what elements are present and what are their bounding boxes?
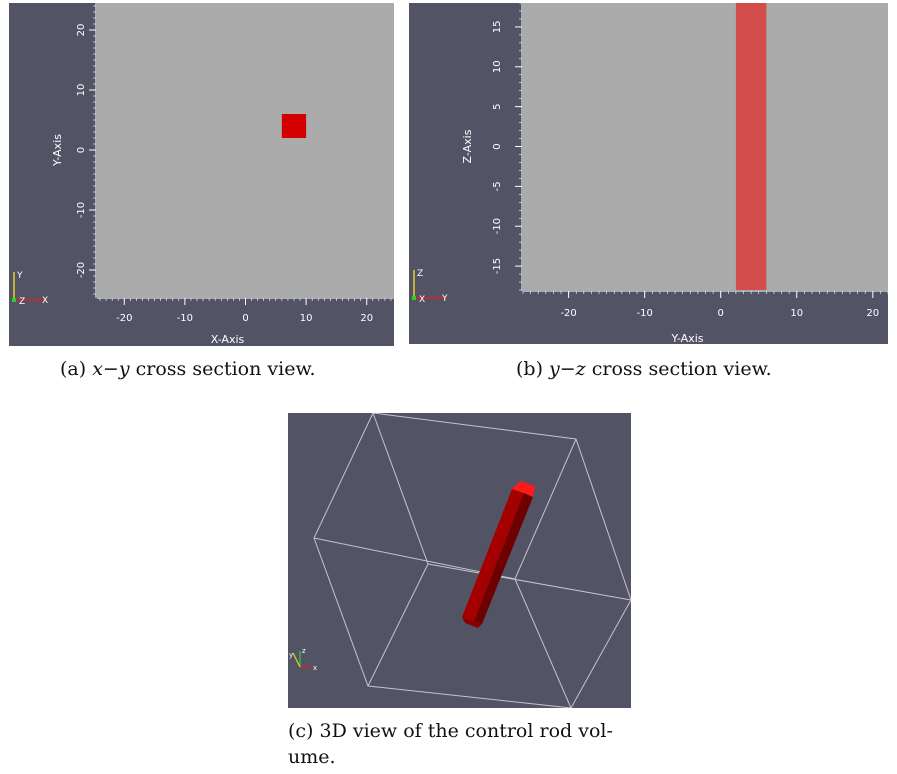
x-axis-label: Y-Axis <box>671 332 704 344</box>
rod-side-face <box>474 493 533 624</box>
triad-up-label: Y <box>16 271 23 281</box>
box-edge-back-right <box>427 563 631 601</box>
y-tick-label: -15 <box>492 258 503 274</box>
caption-a: (a) x−y cross section view. <box>60 356 316 382</box>
triad-y-label: y <box>289 651 293 659</box>
triad-right-label: X <box>42 296 48 306</box>
x-tick-label: 20 <box>360 313 373 324</box>
panel-yz-cross-section: -20 -10 0 10 20 -15 -10 -5 0 5 10 15 Y-Axis Z-Axis Z X Y <box>409 3 888 344</box>
y-tick-label: -5 <box>492 181 503 191</box>
caption-a-label: (a) <box>60 358 93 380</box>
triad-center-label: Z <box>19 297 25 307</box>
triad-right-label: Y <box>441 294 448 304</box>
y-tick-label: 15 <box>492 21 503 34</box>
x-tick-label: -20 <box>560 308 576 319</box>
triad-center-label: X <box>419 295 425 305</box>
x-tick-label: 0 <box>242 313 248 324</box>
viewport-background <box>288 413 631 708</box>
box-edge-front-right <box>514 438 577 580</box>
y-tick-label: 20 <box>76 24 87 37</box>
rod-top-face <box>512 481 535 497</box>
triad-up-label: Z <box>417 269 423 279</box>
x-tick-label: 10 <box>790 308 803 319</box>
y-axis-label: Z-Axis <box>461 129 474 163</box>
x-tick-label: 20 <box>866 308 879 319</box>
caption-b: (b) y−z cross section view. <box>516 356 772 382</box>
caption-b-math: y−z <box>549 358 586 380</box>
x-tick-label: -10 <box>636 308 652 319</box>
control-rod-region <box>735 3 767 290</box>
triad-z-label: z <box>302 647 306 655</box>
panel-3d-view: z x y <box>288 413 631 708</box>
box-edge-front-bottom <box>514 578 572 708</box>
y-tick-label: -10 <box>492 218 503 234</box>
triad-y-axis <box>292 652 301 668</box>
control-rod-region <box>281 114 307 138</box>
orientation-triad: z x y <box>289 647 317 672</box>
control-rod <box>462 481 535 628</box>
caption-b-label: (b) <box>516 358 550 380</box>
y-tick-label: 5 <box>492 103 503 109</box>
bounding-box-wireframe <box>313 413 631 708</box>
y-tick-label: 0 <box>76 147 87 153</box>
y-tick-label: 0 <box>492 143 503 149</box>
caption-c-line2: ume. <box>288 746 336 768</box>
x-axis-label: X-Axis <box>211 333 245 346</box>
box-edge-back-left <box>372 413 429 565</box>
y-tick-label: -20 <box>76 262 87 278</box>
triad-center-marker <box>12 298 16 302</box>
y-axis-label: Y-Axis <box>51 134 64 167</box>
caption-b-text: cross section view. <box>585 358 772 380</box>
rod-bottom-face <box>462 617 482 628</box>
x-tick-label: 0 <box>718 308 724 319</box>
y-tick-label: 10 <box>76 84 87 97</box>
panel-xy-cross-section: -20 -10 0 10 20 -20 -10 0 10 20 X-Axis Y-Axis Y Z X <box>9 3 394 346</box>
caption-a-text: cross section view. <box>129 358 316 380</box>
triad-center-marker <box>412 296 416 300</box>
y-tick-label: -10 <box>76 202 87 218</box>
plot-area <box>97 3 394 297</box>
rod-front-face <box>462 489 524 621</box>
yz-cross-section-view: -20 -10 0 10 20 -15 -10 -5 0 5 10 15 Y-Axis Z-Axis Z X Y <box>409 3 888 344</box>
x-tick-label: 10 <box>300 313 313 324</box>
xy-cross-section-view: -20 -10 0 10 20 -20 -10 0 10 20 X-Axis Y-Axis Y Z X <box>9 3 394 346</box>
caption-a-math: x−y <box>92 358 130 380</box>
y-tick-label: 10 <box>492 60 503 73</box>
box-edge-back-bottom <box>367 563 429 687</box>
x-tick-label: -10 <box>177 313 193 324</box>
caption-c: (c) 3D view of the control rod vol- ume. <box>288 718 648 770</box>
x-tick-label: -20 <box>116 313 132 324</box>
plot-area <box>523 3 888 290</box>
caption-c-line1: (c) 3D view of the control rod vol- <box>288 720 613 742</box>
control-rod-3d-view: z x y <box>288 413 631 708</box>
triad-x-label: x <box>313 664 317 672</box>
